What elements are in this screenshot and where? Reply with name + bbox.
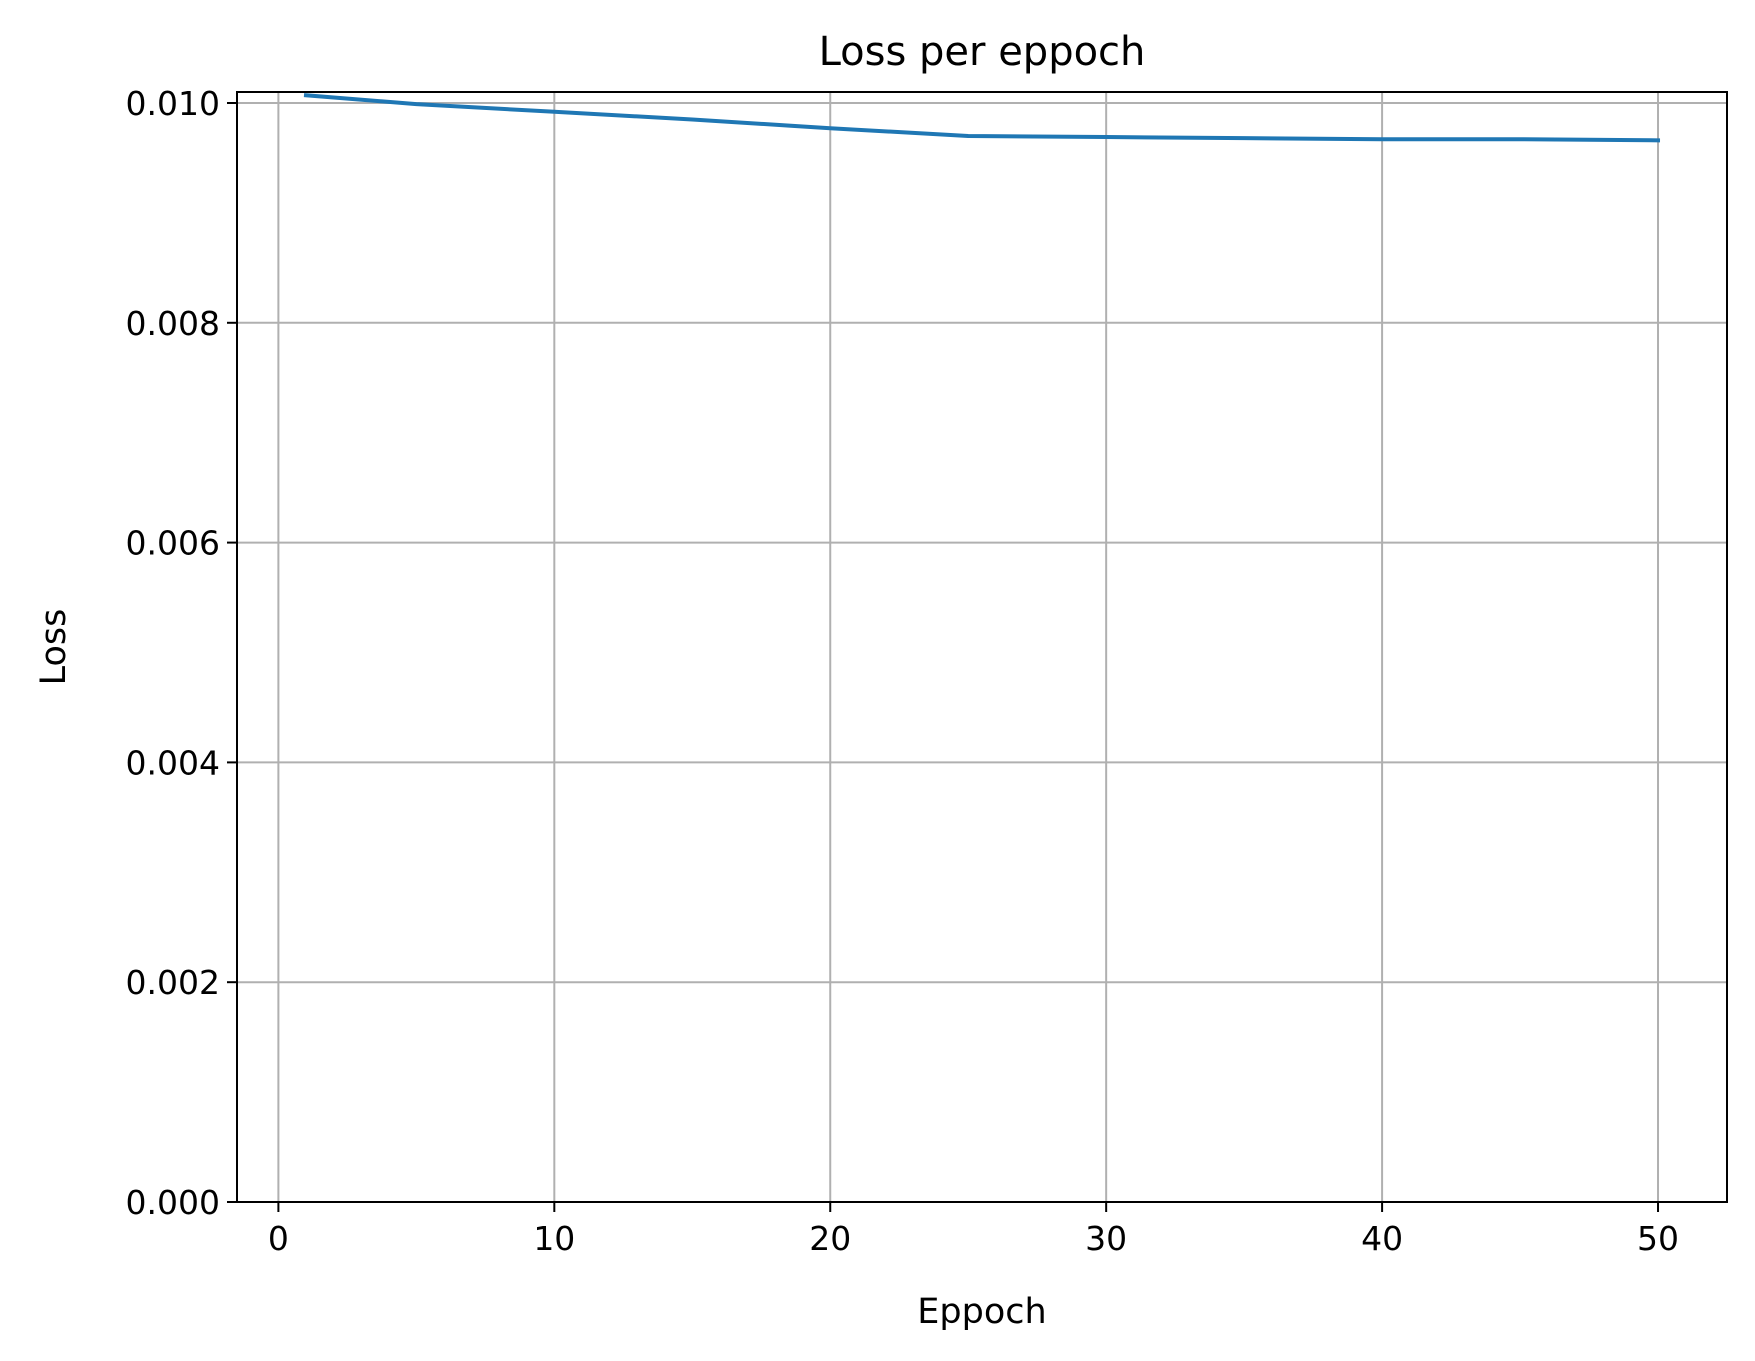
- x-tick-label: 20: [809, 1219, 851, 1258]
- y-tick-label: 0.010: [126, 84, 220, 123]
- x-tick-label: 40: [1361, 1219, 1403, 1258]
- y-tick-label: 0.008: [126, 304, 220, 343]
- y-tick-label: 0.006: [126, 524, 220, 563]
- y-axis-label: Loss: [34, 609, 74, 686]
- x-tick-label: 0: [268, 1219, 289, 1258]
- x-tick-label: 50: [1637, 1219, 1679, 1258]
- y-tick-label: 0.002: [126, 963, 220, 1002]
- chart-title: Loss per eppoch: [819, 29, 1146, 75]
- axis-ticks: 0 10 20 30 40 50 0.000 0.002 0.004 0.006 0.008 0.01…: [126, 84, 1680, 1258]
- y-tick-label: 0.004: [126, 743, 220, 782]
- x-axis-label: Eppoch: [917, 1292, 1046, 1332]
- y-tick-label: 0.000: [126, 1183, 220, 1222]
- plot-frame: [236, 91, 1728, 1203]
- series-layer: [303, 93, 1661, 143]
- plot-area-background: [237, 92, 1727, 1202]
- grid-lines: [237, 92, 1727, 1203]
- loss-series-line: [303, 93, 1661, 143]
- x-tick-label: 30: [1085, 1219, 1127, 1258]
- x-tick-label: 10: [533, 1219, 575, 1258]
